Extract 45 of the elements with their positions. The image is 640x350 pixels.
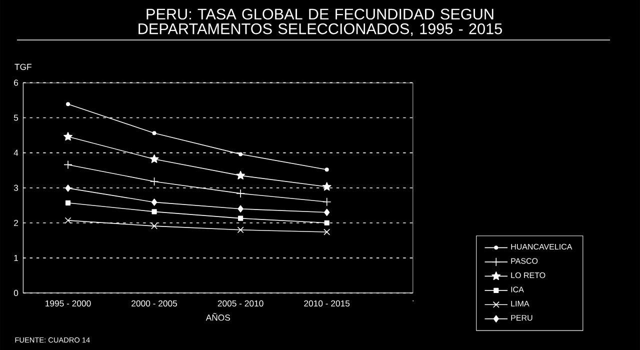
y-tick-label: 3 <box>14 184 18 191</box>
point <box>238 152 243 156</box>
y-tick-label: 0 <box>14 290 18 296</box>
x-tick-label: 2000 - 2005 <box>132 300 178 306</box>
point <box>65 200 71 206</box>
y-axis-title: TGF <box>14 64 32 70</box>
x-tick-label: 1995 - 2000 <box>46 300 91 306</box>
point <box>151 222 158 230</box>
point <box>322 197 332 206</box>
legend-label: ICA <box>511 286 524 292</box>
point <box>66 102 70 106</box>
point <box>237 226 244 234</box>
point <box>236 189 245 198</box>
legend-label: LO RETO <box>511 272 546 278</box>
y-tick-label: 2 <box>14 220 18 226</box>
chart-title: PERU: TASA GLOBAL DE FECUNDIDAD SEGUN DEPARTAMENTOS SELECCIONADOS, 1995 - 2015 <box>138 8 502 36</box>
point <box>324 220 330 226</box>
x-tick-label: 2005 - 2010 <box>218 300 264 306</box>
y-tick-label: 1 <box>14 254 18 261</box>
point <box>236 170 246 180</box>
point <box>65 184 71 192</box>
point <box>152 209 157 214</box>
point <box>64 160 72 170</box>
point <box>150 154 159 163</box>
point <box>152 131 156 136</box>
legend-label: PASCO <box>511 258 538 264</box>
y-tick-label: 5 <box>14 114 18 121</box>
point <box>151 198 158 206</box>
x-tick-label: . <box>412 300 414 302</box>
point <box>324 168 329 172</box>
y-tick-label: 6 <box>14 80 18 86</box>
point <box>150 177 159 186</box>
point <box>322 182 332 191</box>
point <box>64 217 72 224</box>
x-tick-label: 2010 - 2015 <box>304 300 350 306</box>
point <box>324 208 330 216</box>
legend-label: HUANCAVELICA <box>511 244 572 250</box>
legend-label: PERU <box>511 315 532 321</box>
y-tick-label: 4 <box>14 150 18 156</box>
legend-label: LIMA <box>511 300 530 306</box>
point <box>238 205 244 212</box>
point <box>64 132 72 141</box>
point <box>238 216 244 221</box>
point <box>324 228 330 236</box>
x-axis-title: AÑOS <box>206 313 230 321</box>
